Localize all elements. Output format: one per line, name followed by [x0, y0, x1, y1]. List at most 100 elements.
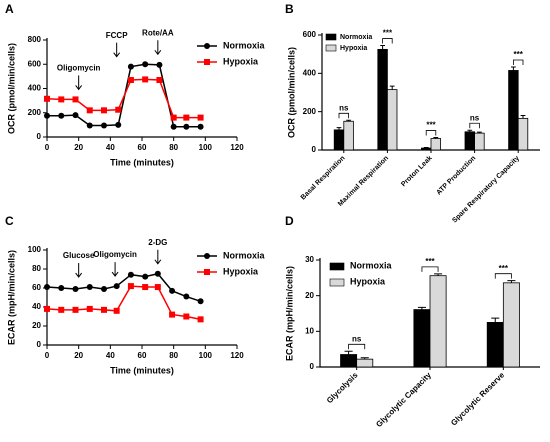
error-bar — [511, 66, 516, 71]
x-tick-label: 20 — [74, 143, 83, 152]
x-tick-label: 60 — [138, 143, 147, 152]
bar — [464, 131, 475, 151]
legend-label: Normoxia — [340, 34, 372, 41]
data-point — [58, 306, 65, 313]
significance-bracket — [382, 38, 393, 44]
axis-line — [46, 38, 237, 138]
data-point — [44, 95, 50, 102]
data-point — [127, 63, 134, 70]
bar — [340, 354, 358, 368]
significance-label: ns — [470, 113, 480, 122]
data-point — [58, 285, 65, 291]
x-tick-label: 40 — [106, 351, 115, 360]
x-tick-label: Maximal Respiration — [337, 155, 390, 208]
legend-swatch — [329, 262, 345, 271]
x-tick-label: 120 — [230, 351, 244, 360]
data-point — [115, 106, 122, 113]
x-tick-label: Glycolytic Capacity — [374, 370, 433, 429]
data-point — [170, 123, 177, 130]
y-tick-label: 20 — [305, 291, 314, 300]
data-point — [86, 305, 93, 312]
data-point — [58, 112, 65, 119]
legend-label: Hypoxia — [340, 45, 367, 52]
y-tick-label: 0 — [37, 132, 42, 141]
data-point — [156, 77, 163, 84]
y-axis-label: OCR (pmol/min/cells) — [286, 47, 296, 138]
bar — [474, 132, 485, 151]
significance-label: ns — [352, 334, 362, 343]
x-tick-label: 80 — [169, 143, 178, 152]
x-tick-label: Basal Respiration — [300, 155, 347, 202]
panel-label: B — [285, 2, 294, 16]
legend-marker — [204, 269, 210, 275]
data-point — [183, 293, 190, 300]
error-bar — [476, 131, 482, 134]
y-axis-label: OCR (pmol/min/cells) — [6, 43, 16, 134]
y-tick-label: 400 — [28, 84, 42, 93]
legend-label: Normoxia — [350, 260, 393, 270]
annotation-arrowhead — [75, 272, 83, 278]
y-tick-label: 0 — [37, 340, 42, 349]
bar — [429, 275, 447, 368]
significance-bracket — [348, 343, 366, 350]
legend-label: Normoxia — [223, 250, 266, 260]
x-tick-label: Glycolysis — [325, 370, 360, 405]
x-tick-label: 20 — [74, 351, 83, 360]
x-tick-label: Proton Leak — [400, 155, 434, 189]
annotation: Rote/AA — [142, 28, 174, 37]
x-tick-label: 100 — [199, 351, 213, 360]
x-tick-label: 40 — [106, 143, 115, 152]
x-tick-label: ATP Production — [435, 155, 477, 197]
annotation: Oligomycin — [93, 250, 137, 259]
data-point — [154, 284, 161, 291]
bar — [377, 48, 388, 151]
data-point — [72, 306, 79, 313]
panel-label: C — [5, 214, 14, 228]
y-tick-label: 0 — [310, 362, 315, 371]
bar — [517, 117, 529, 151]
significance-bracket — [421, 266, 439, 272]
error-bar — [520, 115, 526, 119]
error-bar — [336, 127, 342, 130]
legend-label: Hypoxia — [223, 266, 259, 276]
y-tick-label: 60 — [32, 283, 41, 292]
legend-swatch — [325, 44, 337, 52]
data-point — [142, 61, 149, 68]
significance-label: *** — [426, 121, 436, 130]
bar — [333, 129, 345, 151]
data-point — [101, 285, 107, 292]
data-point — [197, 298, 204, 305]
significance-label: *** — [425, 257, 435, 266]
data-point — [197, 114, 204, 121]
x-tick-label: 80 — [169, 351, 178, 360]
error-bar — [423, 147, 429, 149]
y-tick-label: 10 — [305, 326, 314, 335]
legend-marker — [204, 59, 210, 65]
error-bar — [491, 317, 500, 323]
data-point — [72, 112, 79, 119]
data-point — [170, 114, 177, 121]
y-tick-label: 30 — [305, 255, 314, 264]
y-tick-label: 600 — [303, 30, 317, 39]
bar — [502, 282, 520, 368]
annotation: FCCP — [106, 31, 128, 40]
bar — [343, 120, 354, 151]
data-point — [183, 123, 190, 130]
significance-bracket — [469, 122, 480, 129]
y-tick-label: 600 — [28, 59, 42, 68]
x-axis-label: Time (minutes) — [110, 157, 174, 167]
data-point — [72, 285, 79, 292]
y-tick-label: 20 — [32, 321, 41, 330]
significance-label: *** — [514, 50, 524, 59]
error-bar — [344, 350, 353, 355]
error-bar — [360, 357, 369, 360]
annotation-arrowhead — [154, 259, 162, 265]
bar — [508, 70, 519, 151]
data-point — [101, 107, 107, 114]
data-point — [183, 114, 190, 121]
annotation: 2-DG — [148, 238, 167, 247]
y-axis-label: ECAR (mpH/min/cells) — [6, 250, 16, 345]
y-tick-label: 800 — [28, 35, 42, 44]
data-point — [169, 287, 176, 294]
data-point — [58, 96, 65, 103]
